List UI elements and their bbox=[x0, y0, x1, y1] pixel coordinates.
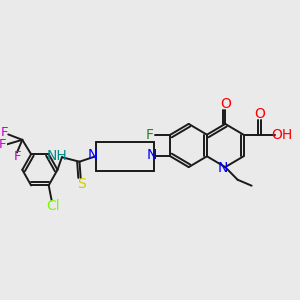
Text: S: S bbox=[77, 178, 86, 191]
Text: F: F bbox=[145, 128, 153, 142]
Text: F: F bbox=[0, 138, 7, 151]
Text: N: N bbox=[147, 148, 157, 162]
Text: Cl: Cl bbox=[46, 200, 60, 213]
Text: O: O bbox=[254, 107, 265, 121]
Text: F: F bbox=[1, 126, 8, 139]
Text: N: N bbox=[88, 148, 98, 162]
Text: NH: NH bbox=[46, 149, 67, 163]
Text: N: N bbox=[218, 161, 228, 175]
Text: F: F bbox=[14, 150, 21, 163]
Text: OH: OH bbox=[271, 128, 292, 142]
Text: O: O bbox=[220, 97, 231, 110]
